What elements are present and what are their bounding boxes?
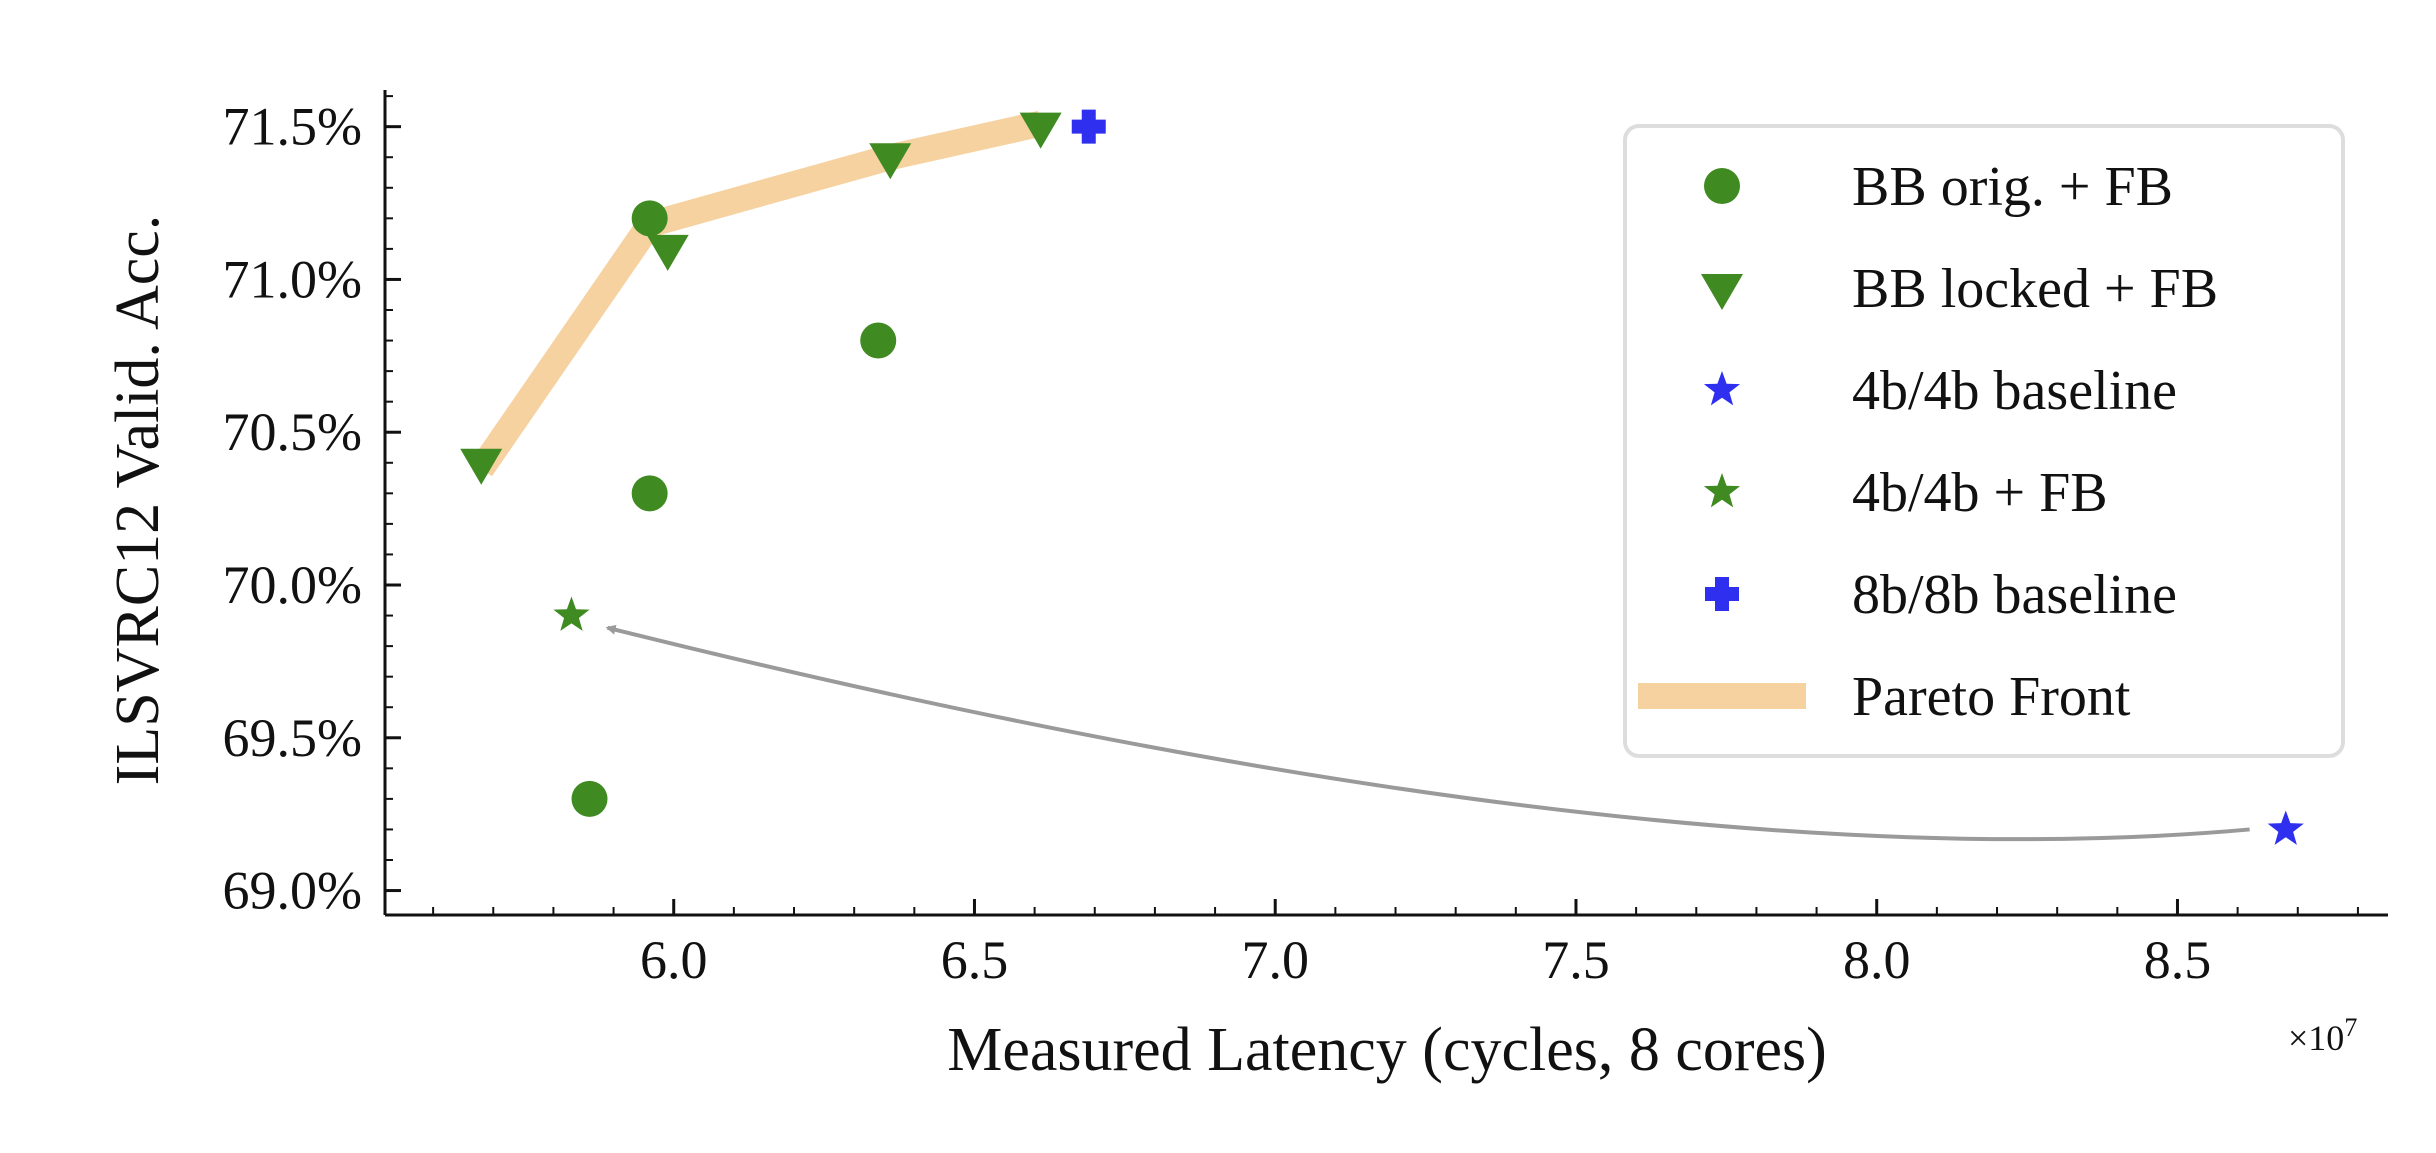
pareto-layer <box>470 110 1044 477</box>
y-ticks: 69.0% 69.5% 70.0% 70.5% 71.0% 71.5% <box>223 95 401 921</box>
series-bb-orig-fb <box>571 200 897 817</box>
x-tick-label: 8.5 <box>2144 930 2212 990</box>
data-point-bb-orig-fb <box>631 475 668 512</box>
x-ticks: 6.0 6.5 7.0 7.5 8.0 8.5 <box>432 899 2359 990</box>
y-tick-label: 70.0% <box>223 555 362 615</box>
y-tick-label: 71.5% <box>223 97 362 157</box>
x-tick-label: 6.5 <box>941 930 1009 990</box>
legend-label: 8b/8b baseline <box>1852 564 2177 626</box>
legend-entry-8b-8b-baseline: 8b/8b baseline <box>1705 564 2177 626</box>
annotation-arrow <box>605 624 2250 842</box>
data-point-bb-locked-fb <box>646 234 689 271</box>
x-tick-label: 7.5 <box>1542 930 1610 990</box>
legend-entry-bb-orig-fb: BB orig. + FB <box>1704 156 2173 218</box>
data-point-4b-4b-fb <box>553 596 590 631</box>
axes <box>383 90 2388 917</box>
x-tick-label: 6.0 <box>640 930 708 990</box>
legend-entry-pareto-front: Pareto Front <box>1638 666 2131 728</box>
legend-entries: BB orig. + FB BB locked + FB 4b/4b baselin… <box>1638 156 2218 728</box>
legend-entry-4b-4b-baseline: 4b/4b baseline <box>1703 360 2177 422</box>
data-point-bb-locked-fb <box>869 143 912 180</box>
data-point-4b-4b-baseline <box>2267 810 2304 845</box>
legend-label: BB locked + FB <box>1852 258 2218 320</box>
legend-label: 4b/4b + FB <box>1852 462 2108 524</box>
data-point-bb-locked-fb <box>1019 112 1062 149</box>
pareto-front-line <box>470 110 1044 477</box>
legend-entry-4b-4b-fb: 4b/4b + FB <box>1703 462 2108 524</box>
legend-marker-4b-4b-baseline <box>1703 371 1741 406</box>
legend-marker-bb-orig-fb <box>1704 168 1740 204</box>
points-layer <box>460 109 2304 845</box>
legend-label: BB orig. + FB <box>1852 156 2173 218</box>
data-point-8b-8b-baseline <box>1071 109 1106 144</box>
y-tick-label: 69.5% <box>223 708 362 768</box>
data-point-bb-orig-fb <box>860 322 897 359</box>
data-point-bb-locked-fb <box>460 448 503 485</box>
x-exponent-label: ×107 <box>2288 1013 2357 1058</box>
series-8b-8b-baseline <box>1071 109 1106 144</box>
legend-marker-8b-8b-baseline <box>1705 577 1739 611</box>
x-exponent-power: 7 <box>2344 1013 2357 1042</box>
data-point-bb-orig-fb <box>571 780 608 817</box>
legend-label: 4b/4b baseline <box>1852 360 2177 422</box>
legend-box <box>1623 124 2345 758</box>
annotation-layer <box>605 624 2250 842</box>
legend-marker-bb-locked-fb <box>1701 274 1743 310</box>
series-4b-4b-baseline <box>2267 810 2304 845</box>
x-exponent-base: ×10 <box>2288 1018 2344 1058</box>
y-tick-label: 70.5% <box>223 402 362 462</box>
y-tick-label: 71.0% <box>223 249 362 309</box>
series-bb-locked-fb <box>460 112 1062 485</box>
legend-entry-bb-locked-fb: BB locked + FB <box>1701 258 2218 320</box>
legend-marker-4b-4b-fb <box>1703 473 1741 508</box>
y-tick-label: 69.0% <box>223 861 362 921</box>
y-axis-title: ILSVRC12 Valid. Acc. <box>104 215 172 786</box>
legend: BB orig. + FB BB locked + FB 4b/4b baselin… <box>1623 124 2345 758</box>
data-point-bb-orig-fb <box>631 200 668 237</box>
x-tick-label: 7.0 <box>1241 930 1309 990</box>
series-4b-4b-fb <box>553 596 590 631</box>
x-tick-label: 8.0 <box>1843 930 1911 990</box>
legend-label: Pareto Front <box>1852 666 2131 728</box>
x-axis-title: Measured Latency (cycles, 8 cores) <box>947 1016 1827 1084</box>
